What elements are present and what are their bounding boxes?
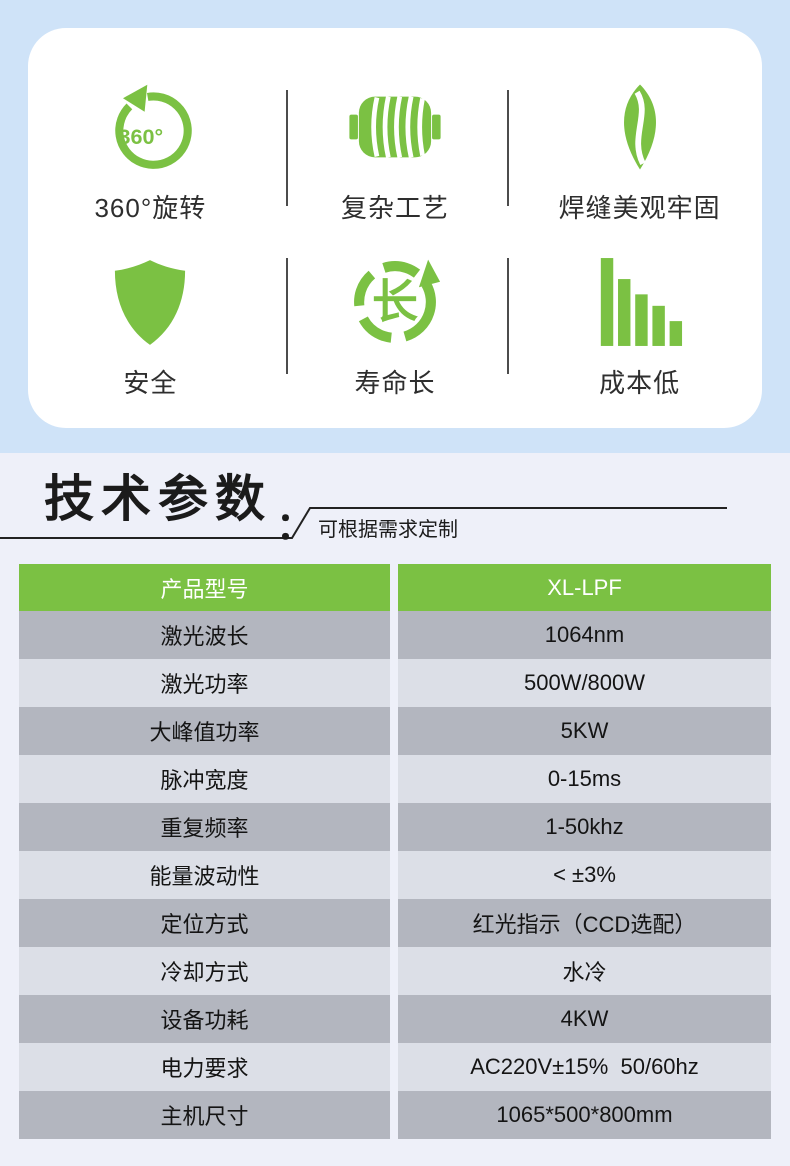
feature-item-long-life: 长 寿命长 (273, 249, 518, 400)
feature-item-safety: 安全 (28, 249, 273, 400)
spec-value-cell: 1064nm (398, 611, 771, 659)
spec-row: 重复频率 1-50khz (19, 803, 771, 851)
vertical-divider (507, 258, 509, 374)
spec-row: 激光波长 1064nm (19, 611, 771, 659)
feature-label: 复杂工艺 (340, 193, 449, 223)
spec-row: 主机尺寸 1065*500*800mm (19, 1091, 771, 1139)
spec-value-header: XL-LPF (398, 564, 771, 611)
spec-param-cell: 能量波动性 (19, 851, 390, 899)
feature-card: 360° 360°旋转 (28, 28, 762, 428)
rotate-360-icon: 360° (115, 84, 193, 169)
section-subtitle: 可根据需求定制 (318, 519, 458, 541)
spec-value-cell: 1065*500*800mm (398, 1091, 771, 1139)
spec-param-cell: 激光波长 (19, 611, 390, 659)
spec-value-cell: 红光指示（CCD选配） (398, 899, 771, 947)
spec-value-cell: 水冷 (398, 947, 771, 995)
rotate-360-icon-text: 360° (119, 124, 164, 149)
spec-value-cell: 500W/800W (398, 659, 771, 707)
spec-param-cell: 脉冲宽度 (19, 755, 390, 803)
top-section: 360° 360°旋转 (0, 0, 790, 453)
spec-param-cell: 冷却方式 (19, 947, 390, 995)
feature-label: 焊缝美观牢固 (558, 193, 721, 223)
feature-item-complex-process: 复杂工艺 (273, 74, 518, 225)
spec-row: 定位方式 红光指示（CCD选配） (19, 899, 771, 947)
spec-row: 能量波动性 < ±3% (19, 851, 771, 899)
section-colon: ： (276, 506, 315, 548)
spec-param-cell: 定位方式 (19, 899, 390, 947)
feature-item-low-cost: 成本低 (517, 249, 762, 400)
shield-icon (115, 260, 186, 345)
spec-row: 脉冲宽度 0-15ms (19, 755, 771, 803)
feature-label: 寿命长 (354, 368, 436, 398)
title-deco-line (0, 507, 727, 539)
section-title-block: 技术参数 ： 可根据需求定制 (0, 453, 790, 564)
spec-header-row: 产品型号 XL-LPF (19, 564, 771, 611)
spec-value-cell: 4KW (398, 995, 771, 1043)
vertical-divider (507, 90, 509, 206)
spec-value-cell: 0-15ms (398, 755, 771, 803)
spec-row: 设备功耗 4KW (19, 995, 771, 1043)
spec-value-cell: < ±3% (398, 851, 771, 899)
feature-item-360-rotation: 360° 360°旋转 (28, 74, 273, 225)
section-title: 技术参数 (44, 471, 272, 527)
longevity-icon-text: 长 (372, 276, 418, 328)
feature-item-weld-quality: 焊缝美观牢固 (517, 74, 762, 225)
spec-param-cell: 重复频率 (19, 803, 390, 851)
feature-label: 成本低 (599, 368, 681, 398)
spec-row: 大峰值功率 5KW (19, 707, 771, 755)
feature-label: 360°旋转 (94, 193, 207, 223)
spec-param-cell: 主机尺寸 (19, 1091, 390, 1139)
spec-row: 激光功率 500W/800W (19, 659, 771, 707)
spec-param-cell: 大峰值功率 (19, 707, 390, 755)
spec-value-cell: 1-50khz (398, 803, 771, 851)
vertical-divider (286, 90, 288, 206)
spec-param-cell: 电力要求 (19, 1043, 390, 1091)
descending-bars-icon (600, 258, 682, 346)
leaf-icon (623, 84, 656, 170)
spec-value-cell: 5KW (398, 707, 771, 755)
feature-label: 安全 (123, 368, 178, 398)
coil-icon (349, 96, 441, 158)
spec-param-cell: 激光功率 (19, 659, 390, 707)
spec-row: 冷却方式 水冷 (19, 947, 771, 995)
spec-param-header: 产品型号 (19, 564, 390, 611)
params-section: 技术参数 ： 可根据需求定制 产品型号 XL-LPF 激光波长 1064nm 激… (0, 453, 790, 1166)
longevity-recycle-icon: 长 (354, 259, 441, 343)
vertical-divider (286, 258, 288, 374)
spec-value-cell: AC220V±15% 50/60hz (398, 1043, 771, 1091)
spec-param-cell: 设备功耗 (19, 995, 390, 1043)
spec-table: 产品型号 XL-LPF 激光波长 1064nm 激光功率 500W/800W 大… (19, 564, 771, 1139)
spec-row: 电力要求 AC220V±15% 50/60hz (19, 1043, 771, 1091)
